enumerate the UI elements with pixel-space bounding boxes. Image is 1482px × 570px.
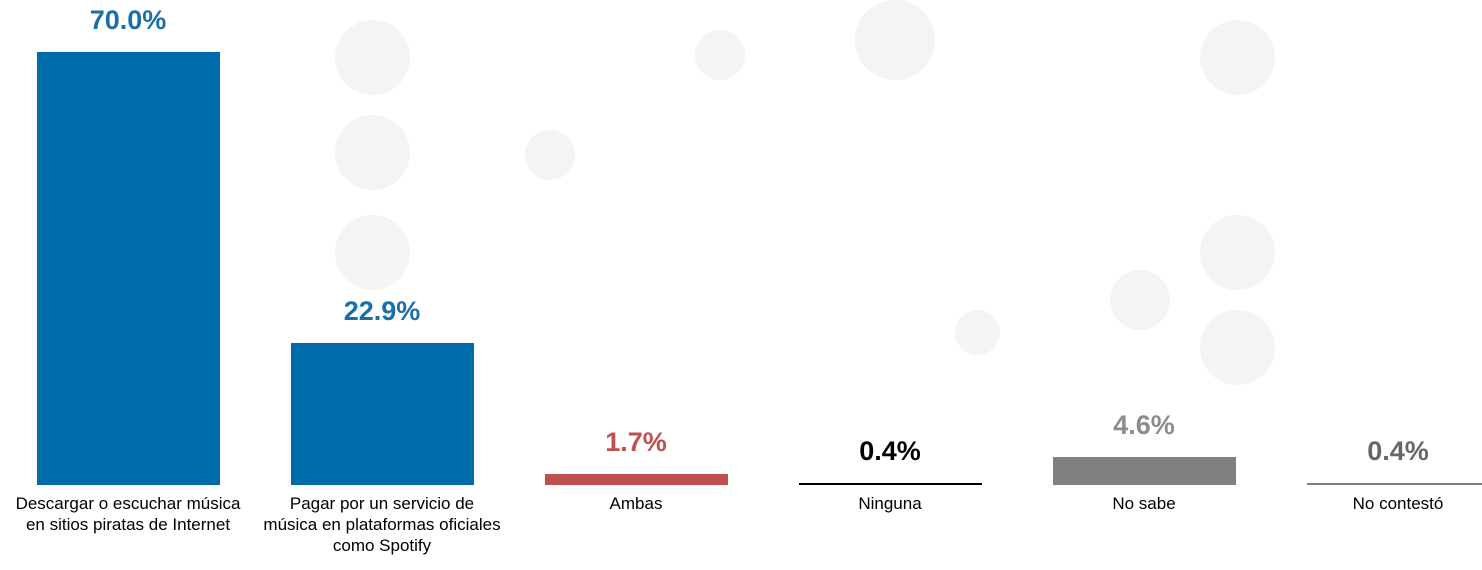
value-label: 1.7% bbox=[605, 427, 667, 458]
background-dot bbox=[1200, 310, 1275, 385]
value-label: 0.4% bbox=[1367, 435, 1429, 466]
bar bbox=[544, 474, 728, 485]
category-label: Ninguna bbox=[858, 494, 922, 513]
background-dot bbox=[1200, 215, 1275, 290]
category-label: Descargar o escuchar música en sitios pi… bbox=[15, 494, 241, 534]
category-label: Ambas bbox=[609, 494, 663, 513]
category-label: Pagar por un servicio de música en plata… bbox=[263, 494, 501, 555]
background-dot bbox=[695, 30, 745, 80]
background-dot bbox=[335, 215, 410, 290]
background-dot bbox=[525, 130, 575, 180]
background-dot bbox=[1110, 270, 1170, 330]
background-dot bbox=[335, 20, 410, 95]
bar bbox=[290, 343, 474, 485]
background-dot bbox=[1200, 20, 1275, 95]
category-label: No sabe bbox=[1112, 494, 1176, 513]
value-label: 4.6% bbox=[1113, 409, 1175, 440]
bar bbox=[36, 52, 220, 485]
bar bbox=[1052, 456, 1236, 485]
bar bbox=[1306, 482, 1482, 485]
value-label: 22.9% bbox=[343, 296, 421, 327]
background-dot bbox=[855, 0, 935, 80]
background-dot bbox=[955, 310, 1000, 355]
bar bbox=[798, 482, 982, 485]
value-label: 0.4% bbox=[859, 435, 921, 466]
category-label: No contestó bbox=[1352, 494, 1444, 513]
value-label: 70.0% bbox=[89, 5, 167, 35]
background-dot bbox=[335, 115, 410, 190]
